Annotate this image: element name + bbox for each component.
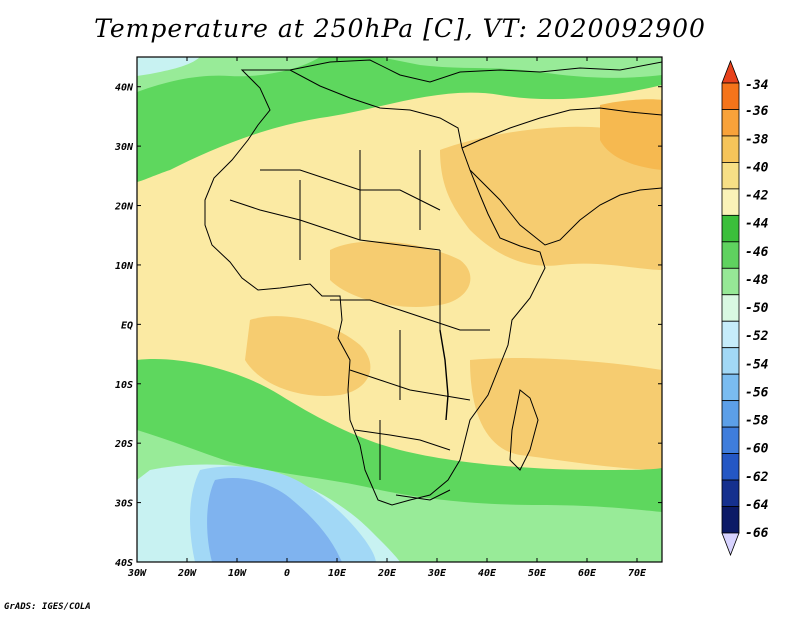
lon-tick-label: 30E [427,568,447,579]
colorbar-arrow-top [721,59,740,84]
colorbar-swatch [721,109,740,137]
colorbar-swatch [721,188,740,216]
colorbar-level-label: -46 [745,245,769,260]
colorbar-level-label: -42 [745,189,769,204]
colorbar-swatch [721,479,740,507]
lat-tick-label: EQ [121,320,133,331]
colorbar-arrow-bottom [721,532,740,557]
credit-text: GrADS: IGES/COLA [4,602,91,612]
colorbar-level-label: -58 [745,414,769,429]
colorbar-level-label: -54 [745,357,769,372]
lat-tick-label: 30N [114,142,134,153]
lon-tick-label: 60E [578,568,597,579]
colorbar-level-label: -64 [745,498,769,513]
lat-tick-label: 30S [114,499,133,510]
lat-tick-label: 10N [115,261,134,272]
lon-tick-label: 70E [628,568,647,579]
colorbar-level-label: -36 [745,104,769,119]
lon-tick-label: 20E [377,568,397,579]
colorbar-swatch [721,294,740,322]
colorbar-level-label: -52 [745,329,769,344]
colorbar-swatch [721,506,740,534]
lon-tick-label: 30W [127,568,147,579]
colorbar-swatch [721,426,740,454]
lon-tick-label: 40E [478,568,497,579]
colorbar-swatch [721,135,740,163]
colorbar-level-label: -60 [745,442,769,457]
lat-tick-label: 20N [114,202,134,213]
plot-frame [136,56,663,563]
colorbar-swatch [721,267,740,296]
map-title: Temperature at 250hPa [C], VT: 202009290… [94,14,706,43]
colorbar-swatch [721,453,740,481]
lon-tick-label: 0 [284,568,290,579]
lat-tick-label: 40S [115,558,133,569]
colorbar-level-label: -62 [745,470,769,485]
colorbar-swatch [721,214,740,243]
lon-tick-label: 10W [228,568,247,579]
colorbar-level-label: -34 [745,78,769,93]
colorbar-swatch [721,320,740,349]
colorbar-swatch [721,82,740,110]
coastlines [204,59,662,506]
colorbar-level-label: -66 [745,526,769,541]
colorbar-swatch [721,241,740,269]
lat-tick-label: 10S [115,380,133,391]
colorbar-labels: -34 -36 -38 -40 -42 -44 -46 -48 -50 -52 -54 -56 -58 -… [745,78,769,541]
lat-tick-label: 40N [115,83,134,94]
colorbar-swatch [721,400,740,428]
colorbar-level-label: -44 [745,217,769,232]
colorbar-swatch [721,347,740,375]
colorbar-swatch [721,373,740,402]
colorbar-swatch [721,162,740,190]
lat-tick-label: 20S [114,439,133,450]
colorbar-level-label: -56 [745,385,769,400]
colorbar [721,59,740,557]
colorbar-level-label: -48 [745,273,769,288]
colorbar-level-label: -50 [745,301,769,316]
lon-tick-label: 50E [528,568,547,579]
lon-tick-label: 20W [177,568,197,579]
colorbar-level-label: -40 [745,160,769,175]
lon-tick-label: 10E [328,568,347,579]
colorbar-level-label: -38 [745,132,769,147]
